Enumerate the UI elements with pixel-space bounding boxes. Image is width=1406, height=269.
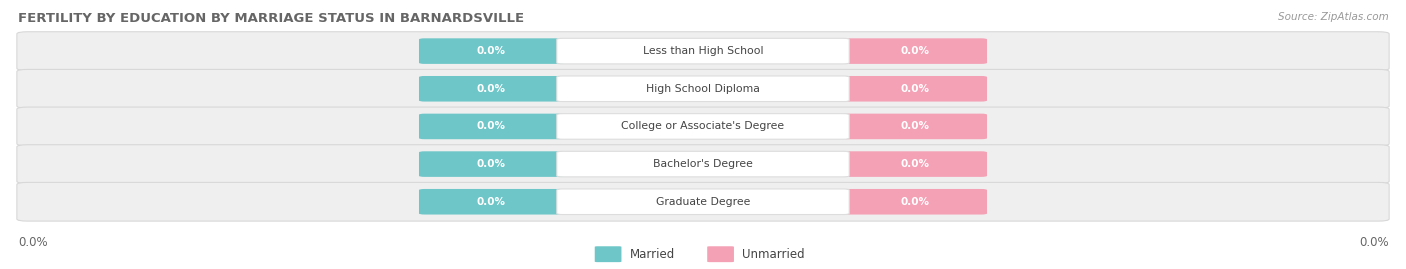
FancyBboxPatch shape [557,38,849,64]
Text: 0.0%: 0.0% [900,121,929,132]
Text: 0.0%: 0.0% [477,121,506,132]
FancyBboxPatch shape [419,76,564,102]
Text: Unmarried: Unmarried [742,248,806,261]
FancyBboxPatch shape [17,145,1389,183]
FancyBboxPatch shape [17,107,1389,146]
Text: 0.0%: 0.0% [477,46,506,56]
Text: Source: ZipAtlas.com: Source: ZipAtlas.com [1278,12,1389,22]
FancyBboxPatch shape [842,189,987,215]
FancyBboxPatch shape [557,151,849,177]
Text: FERTILITY BY EDUCATION BY MARRIAGE STATUS IN BARNARDSVILLE: FERTILITY BY EDUCATION BY MARRIAGE STATU… [18,12,524,25]
Text: 0.0%: 0.0% [900,197,929,207]
FancyBboxPatch shape [842,76,987,102]
FancyBboxPatch shape [595,246,621,262]
FancyBboxPatch shape [419,189,564,215]
FancyBboxPatch shape [557,114,849,139]
FancyBboxPatch shape [17,182,1389,221]
FancyBboxPatch shape [17,69,1389,108]
FancyBboxPatch shape [842,151,987,177]
Text: 0.0%: 0.0% [477,159,506,169]
FancyBboxPatch shape [419,38,564,64]
FancyBboxPatch shape [707,246,734,262]
Text: 0.0%: 0.0% [18,236,48,249]
Text: High School Diploma: High School Diploma [647,84,759,94]
Text: 0.0%: 0.0% [477,197,506,207]
Text: College or Associate's Degree: College or Associate's Degree [621,121,785,132]
FancyBboxPatch shape [842,114,987,139]
FancyBboxPatch shape [419,151,564,177]
FancyBboxPatch shape [557,76,849,102]
Text: 0.0%: 0.0% [900,84,929,94]
FancyBboxPatch shape [419,114,564,139]
FancyBboxPatch shape [17,32,1389,70]
Text: 0.0%: 0.0% [1360,236,1389,249]
FancyBboxPatch shape [557,189,849,215]
Text: Graduate Degree: Graduate Degree [655,197,751,207]
FancyBboxPatch shape [842,38,987,64]
Text: 0.0%: 0.0% [900,46,929,56]
Text: Less than High School: Less than High School [643,46,763,56]
Text: Bachelor's Degree: Bachelor's Degree [652,159,754,169]
Text: Married: Married [630,248,675,261]
Text: 0.0%: 0.0% [900,159,929,169]
Text: 0.0%: 0.0% [477,84,506,94]
